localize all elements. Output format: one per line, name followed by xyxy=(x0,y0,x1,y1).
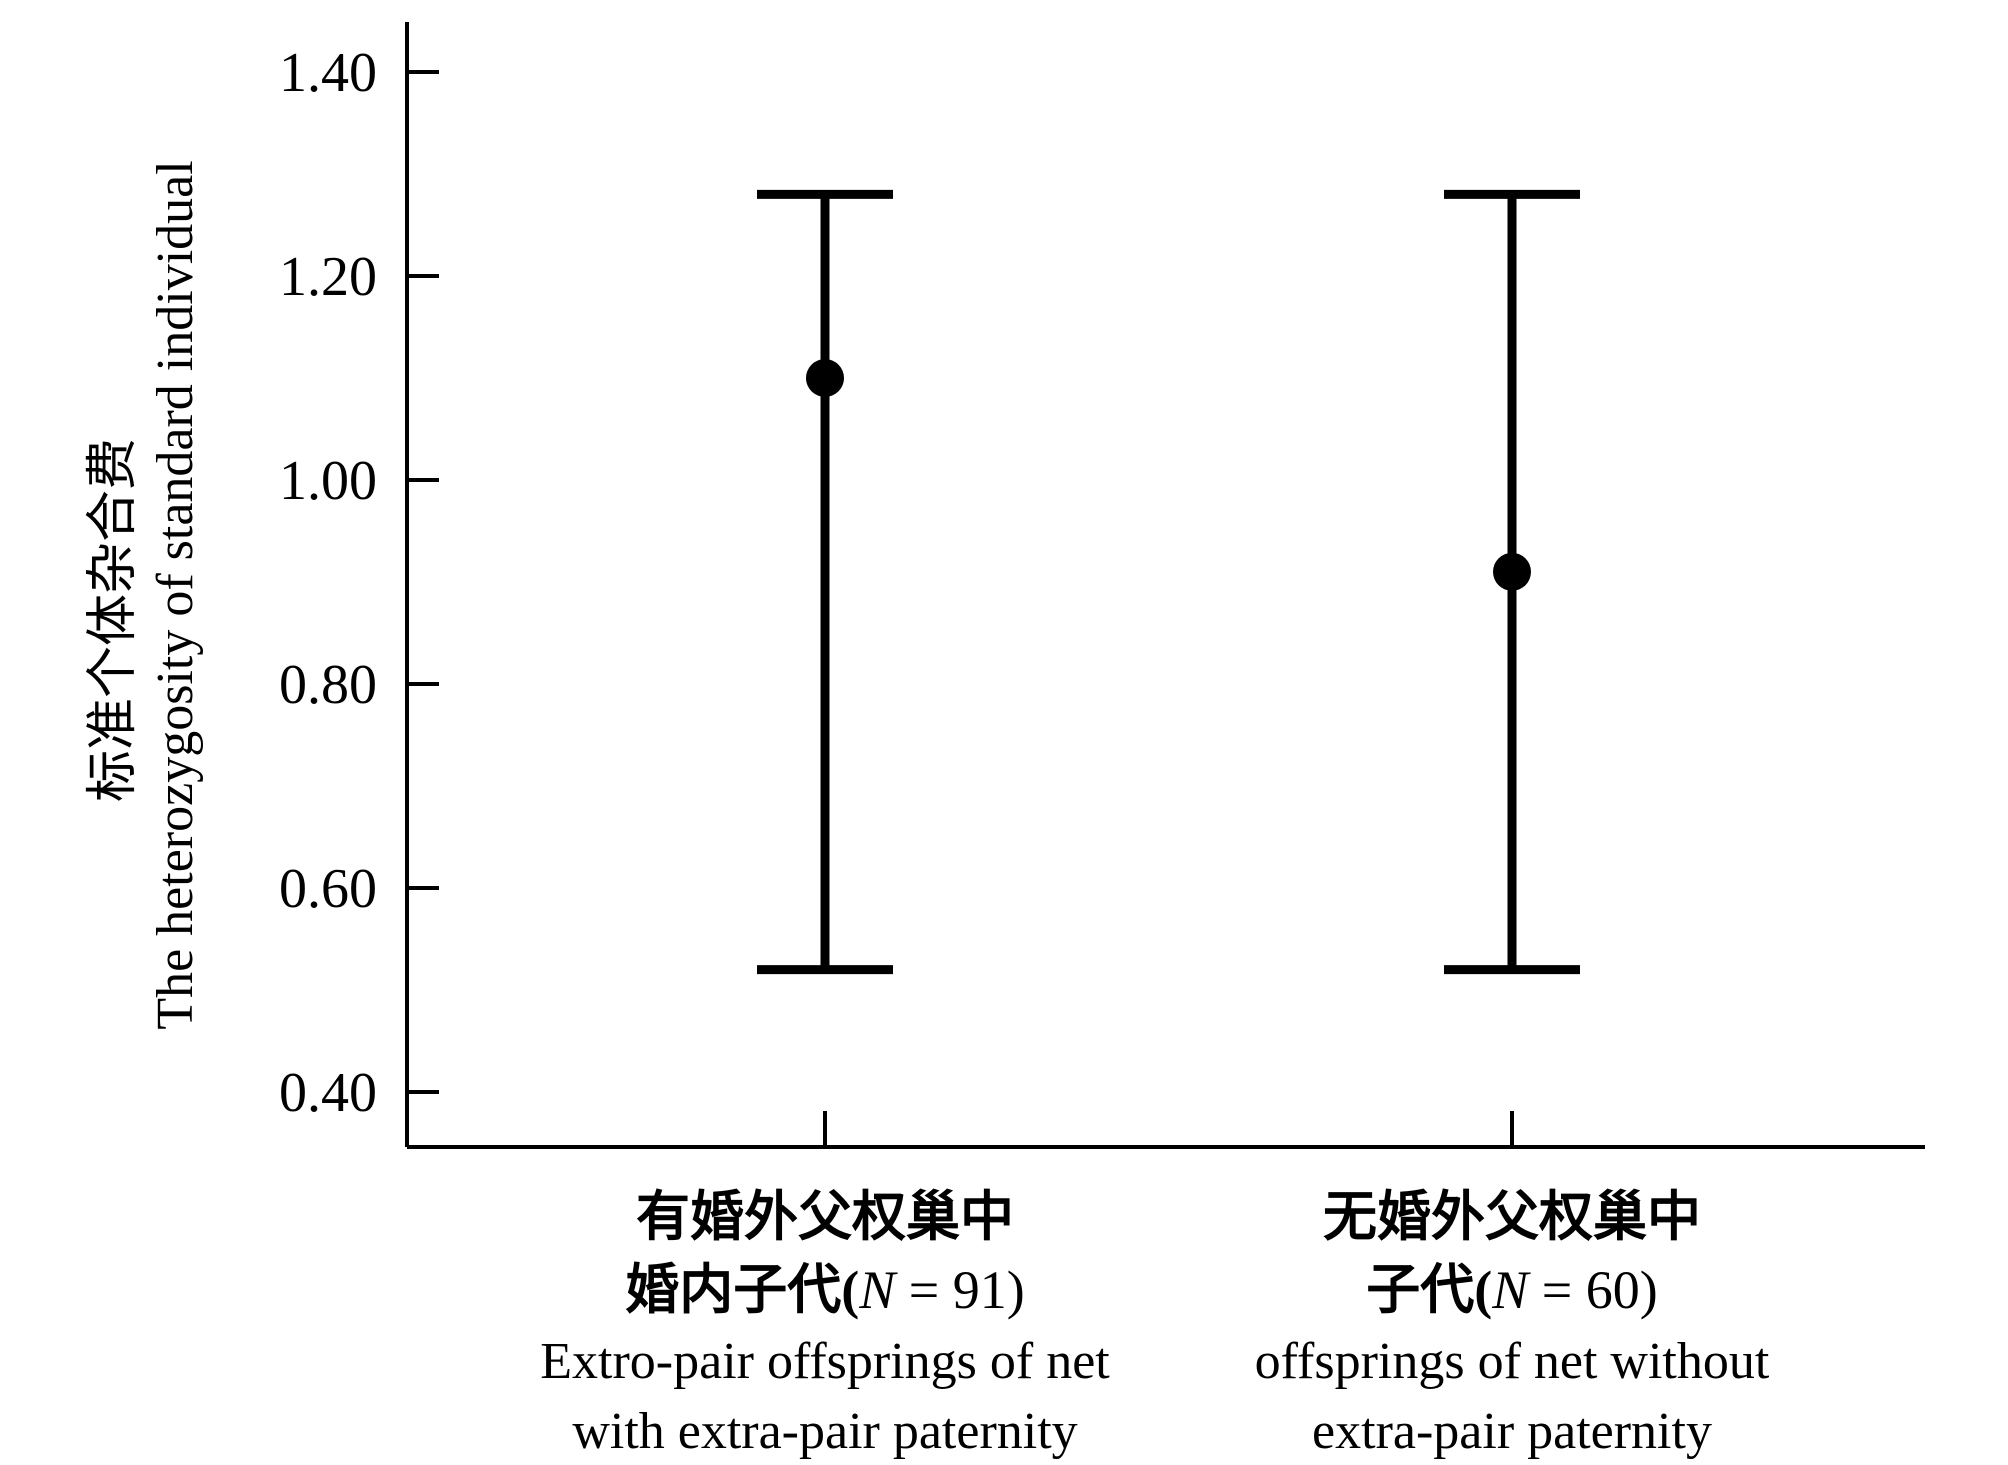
y-tick-label: 0.60 xyxy=(279,858,377,920)
axes xyxy=(405,22,1925,1149)
category-label-english-line2: with extra-pair paternity xyxy=(572,1403,1077,1460)
category-label-chinese-line2: 婚内子代(N = 91) xyxy=(625,1260,1024,1320)
category-label-english-line1: Extro-pair offsprings of net xyxy=(540,1333,1110,1390)
y-axis-ticks: 0.40 0.60 0.80 1.00 1.20 1.40 xyxy=(279,42,439,1124)
y-tick-label: 1.00 xyxy=(279,450,377,512)
data-marks xyxy=(757,189,1580,975)
y-tick-label: 1.40 xyxy=(279,42,377,104)
y-axis-label-chinese: 标准个体杂合费 xyxy=(85,438,142,802)
y-axis-label-english: The heterozygosity of standard individua… xyxy=(147,160,204,1029)
y-tick-label: 0.40 xyxy=(279,1062,377,1124)
category-label-chinese-line1: 有婚外父权巢中 xyxy=(636,1187,1014,1247)
y-tick-label: 1.20 xyxy=(279,246,377,308)
mean-point xyxy=(806,359,844,397)
category-label-english-line1: offsprings of net without xyxy=(1255,1333,1770,1390)
category-label-english-line2: extra-pair paternity xyxy=(1312,1403,1712,1460)
y-tick-label: 0.80 xyxy=(279,654,377,716)
category-label-chinese-line1: 无婚外父权巢中 xyxy=(1323,1187,1701,1247)
mean-point xyxy=(1493,552,1531,591)
category-label-chinese-line2: 子代(N = 60) xyxy=(1366,1260,1657,1320)
